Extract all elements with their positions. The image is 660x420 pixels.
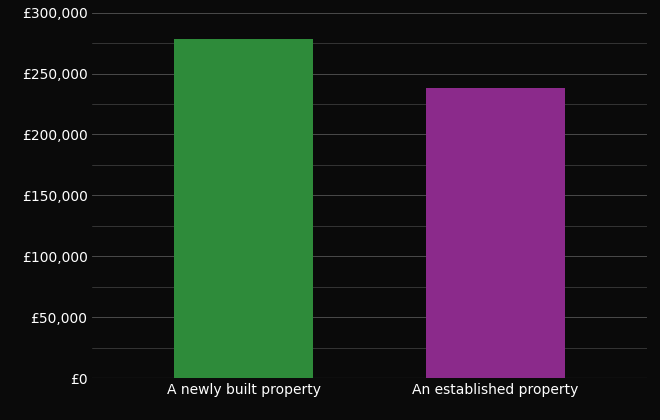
Bar [174,39,313,378]
Bar [426,88,565,378]
